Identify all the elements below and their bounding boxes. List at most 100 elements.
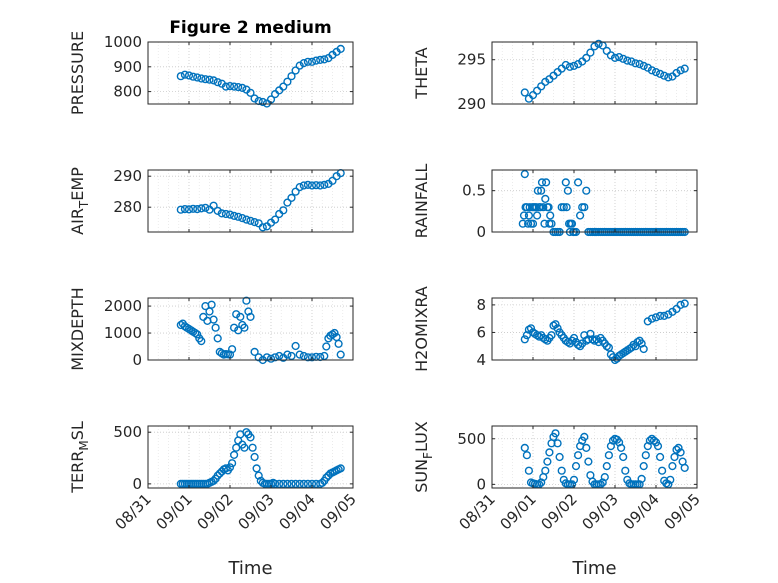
data-point xyxy=(522,451,532,460)
data-point xyxy=(528,90,538,100)
data-point xyxy=(520,88,529,97)
data-point xyxy=(336,44,345,54)
y-tick-label: 1000 xyxy=(104,33,142,51)
y-tick-label: 0 xyxy=(476,223,486,241)
data-point xyxy=(524,211,534,220)
data-point xyxy=(680,299,689,308)
axes-1-box xyxy=(491,41,698,105)
data-point xyxy=(211,323,220,332)
data-point xyxy=(518,219,527,228)
data-point xyxy=(569,333,579,343)
data-point xyxy=(582,443,591,453)
data-point xyxy=(573,451,583,460)
data-point xyxy=(209,476,218,485)
data-point xyxy=(209,76,218,85)
data-point xyxy=(322,342,331,351)
data-point xyxy=(532,211,542,220)
data-point xyxy=(209,201,218,210)
data-point xyxy=(283,479,292,489)
data-point xyxy=(307,57,317,66)
data-point xyxy=(651,67,661,77)
data-point xyxy=(610,53,620,63)
data-point xyxy=(207,300,216,309)
data-point xyxy=(619,54,628,63)
data-point xyxy=(553,439,562,448)
data-point xyxy=(519,211,529,220)
axes-5-points xyxy=(520,299,689,365)
data-point xyxy=(262,353,272,362)
data-point xyxy=(287,72,296,81)
data-point xyxy=(565,62,575,71)
data-point xyxy=(238,83,247,93)
axes-3-box xyxy=(491,169,698,233)
data-point xyxy=(299,479,308,489)
data-point xyxy=(283,350,292,359)
data-point xyxy=(655,452,665,462)
data-point xyxy=(567,219,577,228)
y-axis-label-subscript: F xyxy=(421,452,435,459)
data-point xyxy=(573,59,583,69)
data-point xyxy=(526,324,536,333)
data-point xyxy=(287,351,296,361)
axes-2-box xyxy=(147,169,354,233)
data-point xyxy=(291,187,300,196)
data-point xyxy=(230,211,239,221)
y-tick-label: 0.5 xyxy=(462,182,486,200)
axes-4-box xyxy=(147,297,354,361)
data-point xyxy=(225,81,235,91)
data-point xyxy=(228,459,237,468)
data-point xyxy=(184,205,194,214)
data-point xyxy=(651,313,661,322)
data-point xyxy=(238,214,247,223)
data-point xyxy=(318,478,327,487)
x-tick-label: 08/31 xyxy=(112,490,155,533)
data-point xyxy=(631,59,640,68)
data-point xyxy=(191,328,200,338)
data-point xyxy=(193,205,202,214)
data-point xyxy=(258,223,267,232)
data-point xyxy=(221,464,231,473)
data-point xyxy=(234,212,243,221)
axes-1-points xyxy=(520,39,689,103)
data-point xyxy=(299,351,308,361)
chart-title: Figure 2 medium xyxy=(169,18,331,38)
data-point xyxy=(250,94,259,103)
data-point xyxy=(299,181,308,190)
data-point xyxy=(647,66,657,75)
data-point xyxy=(295,350,304,359)
data-point xyxy=(228,345,237,354)
data-point xyxy=(602,46,611,56)
data-point xyxy=(544,203,553,212)
data-point xyxy=(250,452,259,462)
x-tick-label: 09/05 xyxy=(661,490,704,533)
y-tick-label: 280 xyxy=(113,198,142,216)
data-point xyxy=(547,331,556,340)
data-point xyxy=(213,471,222,480)
data-point xyxy=(676,300,685,310)
data-point xyxy=(524,466,534,475)
data-point xyxy=(555,452,564,462)
data-point xyxy=(606,51,616,60)
data-point xyxy=(246,88,255,97)
y-axis-label-rest: LUX xyxy=(412,421,431,452)
data-point xyxy=(537,178,547,187)
data-point xyxy=(528,219,538,228)
y-axis-label-rest: SL xyxy=(68,421,87,440)
data-point xyxy=(563,338,573,347)
data-point xyxy=(271,215,280,224)
data-point xyxy=(614,52,624,62)
x-axis-label: Time xyxy=(227,558,272,579)
axes-6-points xyxy=(176,428,345,489)
data-point xyxy=(537,186,546,195)
data-point xyxy=(254,471,263,480)
data-point xyxy=(533,186,543,195)
data-point xyxy=(201,75,210,84)
data-point xyxy=(299,58,308,68)
data-point xyxy=(201,203,210,212)
y-axis-label-rest: EMP xyxy=(68,167,87,201)
x-tick-label: 09/05 xyxy=(317,490,360,533)
data-point xyxy=(537,82,546,91)
data-point xyxy=(660,311,669,321)
data-point xyxy=(303,353,313,362)
